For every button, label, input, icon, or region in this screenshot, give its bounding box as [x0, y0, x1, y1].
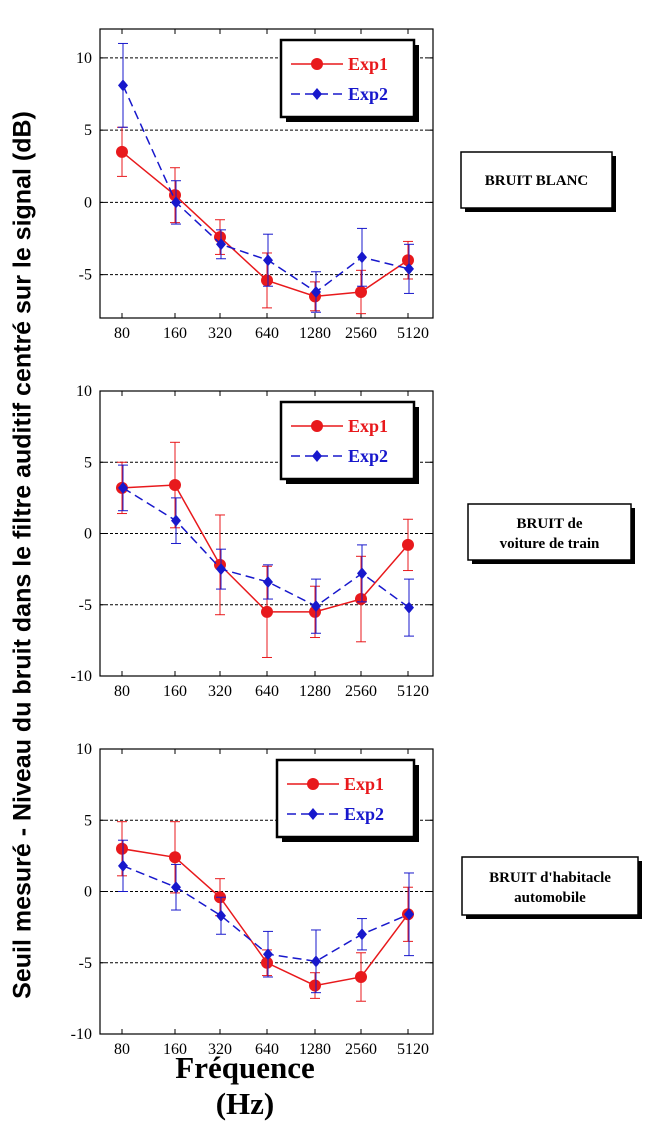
x-tick-label: 2560: [345, 325, 377, 342]
data-point: [171, 196, 181, 209]
y-tick-label: 5: [84, 454, 92, 471]
y-tick-label: 5: [84, 812, 92, 829]
data-point: [171, 514, 181, 527]
y-tick-label: 10: [76, 50, 92, 67]
legend-label: Exp1: [348, 54, 388, 74]
data-point: [169, 851, 181, 864]
chart-panel-bruit-habitacle: -10 -5 0 5 10 80 160 320 640 1280 2560 5120 Exp1 Exp2…: [71, 741, 642, 1058]
x-tick-label: 80: [114, 1041, 130, 1058]
x-tick-label: 80: [114, 325, 130, 342]
legend-marker: [311, 58, 323, 70]
chart-panel-bruit-blanc: -5 0 5 10 80 160 320 640 1280 2560 5120 Exp1 Exp2 BRU…: [76, 28, 616, 342]
x-tick-label: 320: [208, 325, 232, 342]
legend-label: Exp2: [348, 446, 388, 466]
panel-label: voiture de train: [500, 536, 600, 552]
x-tick-label: 5120: [397, 325, 429, 342]
legend-box: [279, 400, 416, 481]
data-point: [263, 575, 273, 588]
legend-box: [279, 38, 416, 119]
data-point: [116, 145, 128, 158]
data-point: [311, 285, 321, 298]
data-point: [118, 859, 128, 872]
legend-marker: [308, 808, 318, 820]
data-point: [355, 593, 367, 606]
x-tick-label: 640: [255, 1041, 279, 1058]
data-point: [118, 481, 128, 494]
data-point: [216, 563, 226, 576]
y-tick-label: -5: [79, 955, 92, 972]
series-line: [121, 484, 409, 613]
legend-box: [275, 758, 416, 839]
x-tick-label: 2560: [345, 683, 377, 700]
x-axis-label: Fréquence (Hz): [175, 1050, 315, 1121]
data-point: [357, 567, 367, 580]
x-tick-label: 320: [208, 1041, 232, 1058]
data-point: [404, 601, 414, 614]
y-tick-label: 0: [84, 884, 92, 901]
y-tick-label: 10: [76, 383, 92, 400]
data-point: [404, 908, 414, 921]
data-point: [402, 254, 414, 267]
legend-label: Exp2: [348, 84, 388, 104]
y-tick-label: 0: [84, 526, 92, 543]
x-tick-label: 5120: [397, 683, 429, 700]
legend-marker: [311, 420, 323, 432]
y-tick-label: 10: [76, 741, 92, 758]
panel-label: BRUIT d'habitacle: [489, 870, 611, 886]
series-line: [122, 487, 410, 609]
x-tick-label: 320: [208, 683, 232, 700]
panel-label: BRUIT de: [517, 516, 583, 532]
data-point: [357, 928, 367, 941]
data-point: [261, 605, 273, 618]
panel-label-box: [467, 503, 632, 561]
x-tick-label: 2560: [345, 1041, 377, 1058]
x-tick-label: 1280: [299, 325, 331, 342]
x-tick-label: 1280: [299, 1041, 331, 1058]
x-tick-label: 80: [114, 683, 130, 700]
data-point: [216, 909, 226, 922]
panel-label-box: [461, 856, 639, 916]
data-point: [216, 238, 226, 251]
data-point: [261, 956, 273, 969]
y-tick-label: 0: [84, 194, 92, 211]
x-tick-label: 640: [255, 325, 279, 342]
data-point: [169, 479, 181, 492]
data-point: [404, 262, 414, 275]
y-tick-label: -5: [79, 267, 92, 284]
legend-marker: [307, 778, 319, 790]
data-point: [171, 881, 181, 894]
panel-label-box: [460, 151, 613, 209]
data-point: [355, 971, 367, 983]
data-point: [311, 600, 321, 613]
data-point: [263, 254, 273, 267]
panel-label: automobile: [514, 890, 586, 906]
y-tick-label: -10: [71, 668, 92, 685]
legend-label: Exp1: [348, 416, 388, 436]
legend-marker: [312, 88, 322, 100]
y-tick-label: -10: [71, 1026, 92, 1043]
data-point: [311, 955, 321, 968]
data-point: [357, 251, 367, 264]
data-point: [116, 842, 128, 855]
x-tick-label: 1280: [299, 683, 331, 700]
series-line: [122, 865, 410, 963]
data-point: [118, 79, 128, 92]
data-point: [355, 285, 367, 298]
panel-label: BRUIT BLANC: [485, 173, 589, 189]
x-tick-label: 160: [163, 683, 187, 700]
x-tick-label: 5120: [397, 1041, 429, 1058]
legend-label: Exp2: [344, 804, 384, 824]
y-tick-label: 5: [84, 122, 92, 139]
data-point: [402, 538, 414, 551]
legend-label: Exp1: [344, 774, 384, 794]
x-tick-label: 640: [255, 683, 279, 700]
x-tick-label: 160: [163, 325, 187, 342]
y-tick-label: -5: [79, 597, 92, 614]
data-point: [309, 979, 321, 992]
legend-marker: [312, 450, 322, 462]
chart-panel-bruit-voiture-train: -10 -5 0 5 10 80 160 320 640 1280 2560 5120 Exp1 Exp2…: [71, 383, 635, 700]
data-point: [261, 274, 273, 287]
x-tick-label: 160: [163, 1041, 187, 1058]
data-point: [263, 948, 273, 961]
